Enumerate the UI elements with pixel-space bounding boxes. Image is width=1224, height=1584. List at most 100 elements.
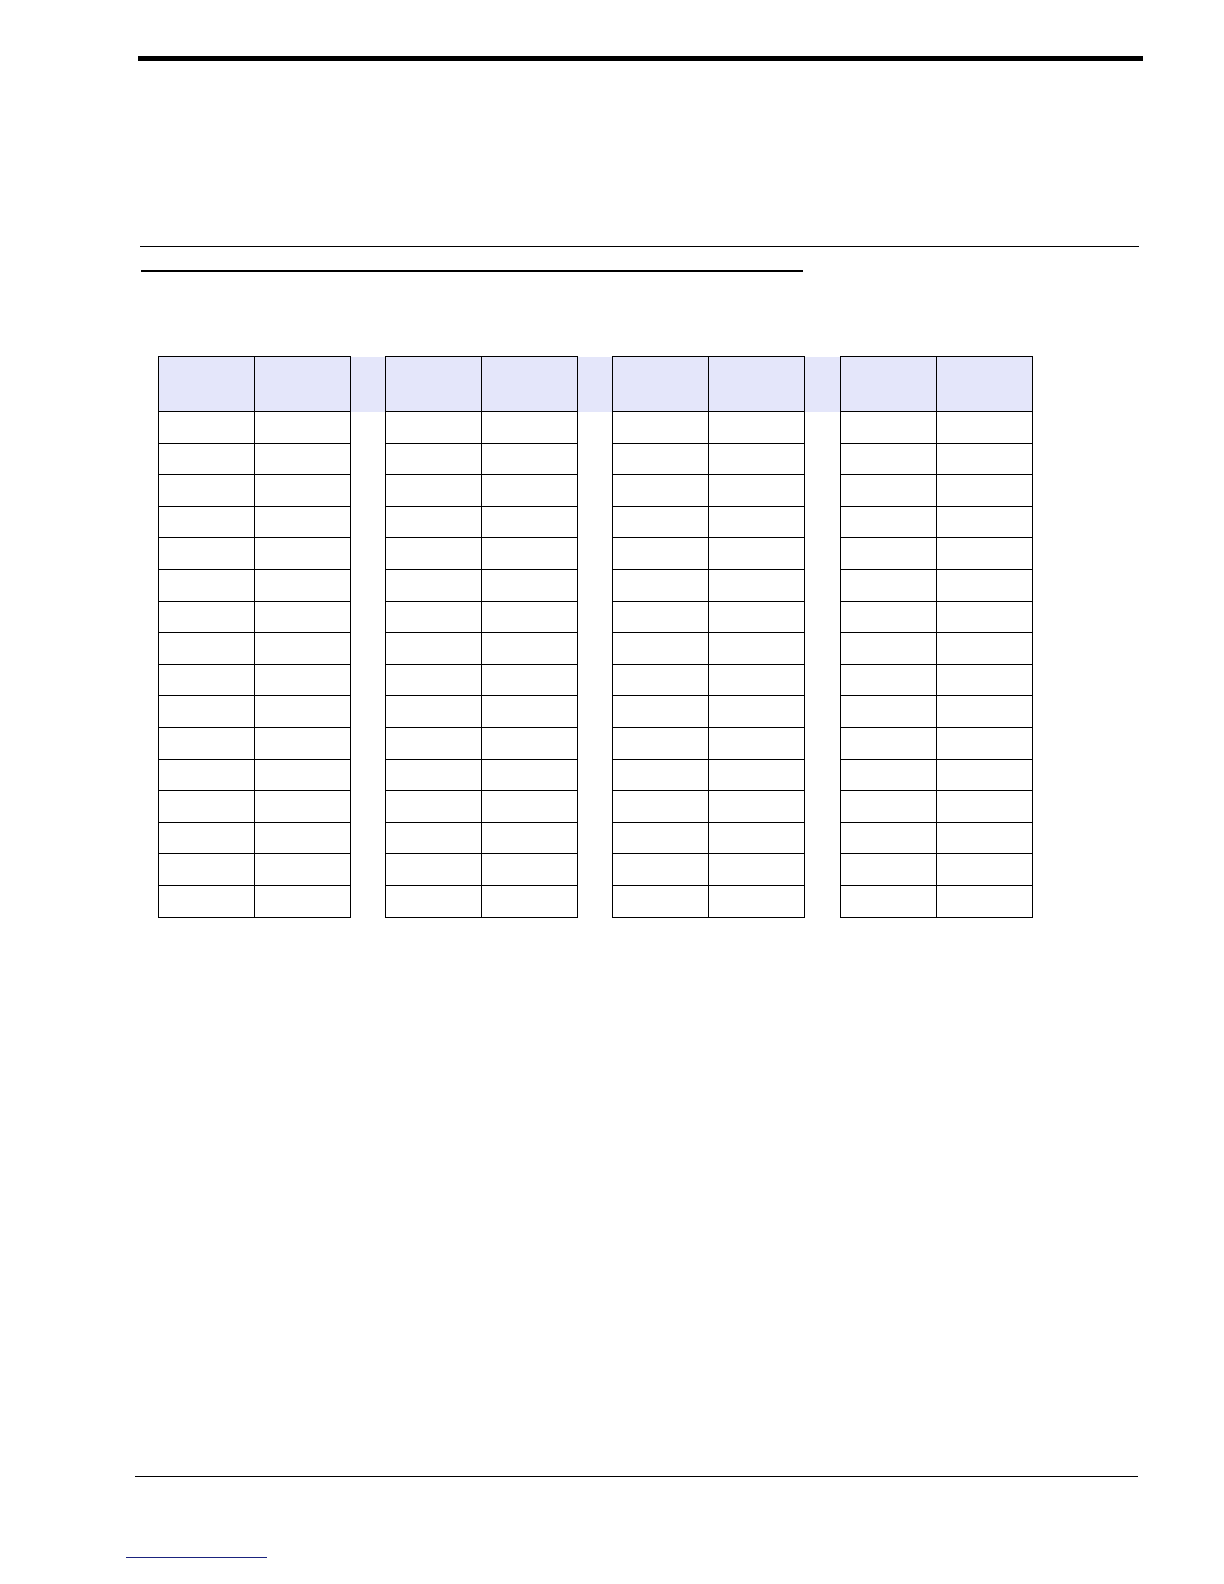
table-cell[interactable] bbox=[936, 442, 1033, 476]
table-cell[interactable] bbox=[481, 790, 578, 823]
table-cell[interactable] bbox=[612, 632, 709, 665]
table-cell[interactable] bbox=[708, 568, 805, 602]
table-cell[interactable] bbox=[385, 758, 482, 792]
table-cell[interactable] bbox=[481, 442, 578, 476]
table-cell[interactable] bbox=[254, 726, 351, 760]
table-cell[interactable] bbox=[840, 474, 937, 507]
table-cell[interactable] bbox=[254, 600, 351, 634]
table-cell[interactable] bbox=[254, 411, 351, 444]
table-cell[interactable] bbox=[385, 821, 482, 855]
table-cell[interactable] bbox=[254, 568, 351, 602]
table-cell[interactable] bbox=[840, 726, 937, 760]
table-cell[interactable] bbox=[385, 884, 482, 918]
table-cell[interactable] bbox=[158, 758, 255, 792]
table-cell[interactable] bbox=[481, 853, 578, 886]
table-cell[interactable] bbox=[936, 821, 1033, 855]
table-cell[interactable] bbox=[612, 853, 709, 886]
table-cell[interactable] bbox=[840, 695, 937, 728]
table-cell[interactable] bbox=[158, 474, 255, 507]
table-cell[interactable] bbox=[840, 853, 937, 886]
table-cell[interactable] bbox=[936, 505, 1033, 539]
table-cell[interactable] bbox=[936, 568, 1033, 602]
table-cell[interactable] bbox=[612, 568, 709, 602]
table-cell[interactable] bbox=[385, 505, 482, 539]
table-cell[interactable] bbox=[481, 695, 578, 728]
table-cell[interactable] bbox=[385, 537, 482, 570]
table-cell[interactable] bbox=[385, 474, 482, 507]
table-cell[interactable] bbox=[708, 726, 805, 760]
table-cell[interactable] bbox=[612, 442, 709, 476]
table-cell[interactable] bbox=[254, 505, 351, 539]
table-cell[interactable] bbox=[612, 821, 709, 855]
table-cell[interactable] bbox=[840, 821, 937, 855]
table-cell[interactable] bbox=[936, 663, 1033, 697]
table-cell[interactable] bbox=[254, 821, 351, 855]
table-cell[interactable] bbox=[936, 632, 1033, 665]
table-cell[interactable] bbox=[840, 442, 937, 476]
table-cell[interactable] bbox=[254, 632, 351, 665]
table-cell[interactable] bbox=[708, 758, 805, 792]
table-cell[interactable] bbox=[481, 568, 578, 602]
table-cell[interactable] bbox=[385, 726, 482, 760]
table-cell[interactable] bbox=[254, 790, 351, 823]
table-cell[interactable] bbox=[158, 537, 255, 570]
table-cell[interactable] bbox=[254, 884, 351, 918]
table-cell[interactable] bbox=[708, 505, 805, 539]
table-cell[interactable] bbox=[936, 695, 1033, 728]
table-cell[interactable] bbox=[385, 600, 482, 634]
table-cell[interactable] bbox=[840, 663, 937, 697]
table-cell[interactable] bbox=[612, 790, 709, 823]
table-cell[interactable] bbox=[158, 821, 255, 855]
table-cell[interactable] bbox=[254, 537, 351, 570]
table-cell[interactable] bbox=[840, 600, 937, 634]
footer-link-underline[interactable] bbox=[126, 1557, 267, 1558]
table-cell[interactable] bbox=[936, 474, 1033, 507]
table-cell[interactable] bbox=[840, 790, 937, 823]
table-cell[interactable] bbox=[158, 663, 255, 697]
table-cell[interactable] bbox=[481, 411, 578, 444]
table-cell[interactable] bbox=[385, 568, 482, 602]
table-cell[interactable] bbox=[708, 884, 805, 918]
table-cell[interactable] bbox=[708, 790, 805, 823]
table-cell[interactable] bbox=[254, 663, 351, 697]
table-cell[interactable] bbox=[254, 442, 351, 476]
table-cell[interactable] bbox=[385, 790, 482, 823]
table-cell[interactable] bbox=[612, 600, 709, 634]
table-cell[interactable] bbox=[385, 853, 482, 886]
table-cell[interactable] bbox=[708, 442, 805, 476]
table-cell[interactable] bbox=[936, 790, 1033, 823]
table-cell[interactable] bbox=[481, 821, 578, 855]
table-cell[interactable] bbox=[158, 442, 255, 476]
table-cell[interactable] bbox=[936, 600, 1033, 634]
table-cell[interactable] bbox=[840, 505, 937, 539]
table-cell[interactable] bbox=[158, 568, 255, 602]
table-cell[interactable] bbox=[481, 474, 578, 507]
table-cell[interactable] bbox=[612, 726, 709, 760]
table-cell[interactable] bbox=[385, 442, 482, 476]
table-cell[interactable] bbox=[936, 884, 1033, 918]
table-cell[interactable] bbox=[612, 537, 709, 570]
table-cell[interactable] bbox=[481, 632, 578, 665]
table-cell[interactable] bbox=[936, 537, 1033, 570]
table-cell[interactable] bbox=[254, 474, 351, 507]
table-cell[interactable] bbox=[708, 474, 805, 507]
table-cell[interactable] bbox=[612, 663, 709, 697]
table-cell[interactable] bbox=[936, 853, 1033, 886]
table-cell[interactable] bbox=[708, 695, 805, 728]
table-cell[interactable] bbox=[481, 758, 578, 792]
table-cell[interactable] bbox=[612, 474, 709, 507]
table-cell[interactable] bbox=[708, 853, 805, 886]
table-cell[interactable] bbox=[158, 632, 255, 665]
table-cell[interactable] bbox=[481, 505, 578, 539]
table-cell[interactable] bbox=[708, 537, 805, 570]
table-cell[interactable] bbox=[158, 790, 255, 823]
table-cell[interactable] bbox=[708, 411, 805, 444]
table-cell[interactable] bbox=[481, 663, 578, 697]
table-cell[interactable] bbox=[481, 884, 578, 918]
table-cell[interactable] bbox=[612, 505, 709, 539]
table-cell[interactable] bbox=[612, 758, 709, 792]
table-cell[interactable] bbox=[840, 568, 937, 602]
table-cell[interactable] bbox=[481, 600, 578, 634]
table-cell[interactable] bbox=[840, 884, 937, 918]
table-cell[interactable] bbox=[158, 853, 255, 886]
